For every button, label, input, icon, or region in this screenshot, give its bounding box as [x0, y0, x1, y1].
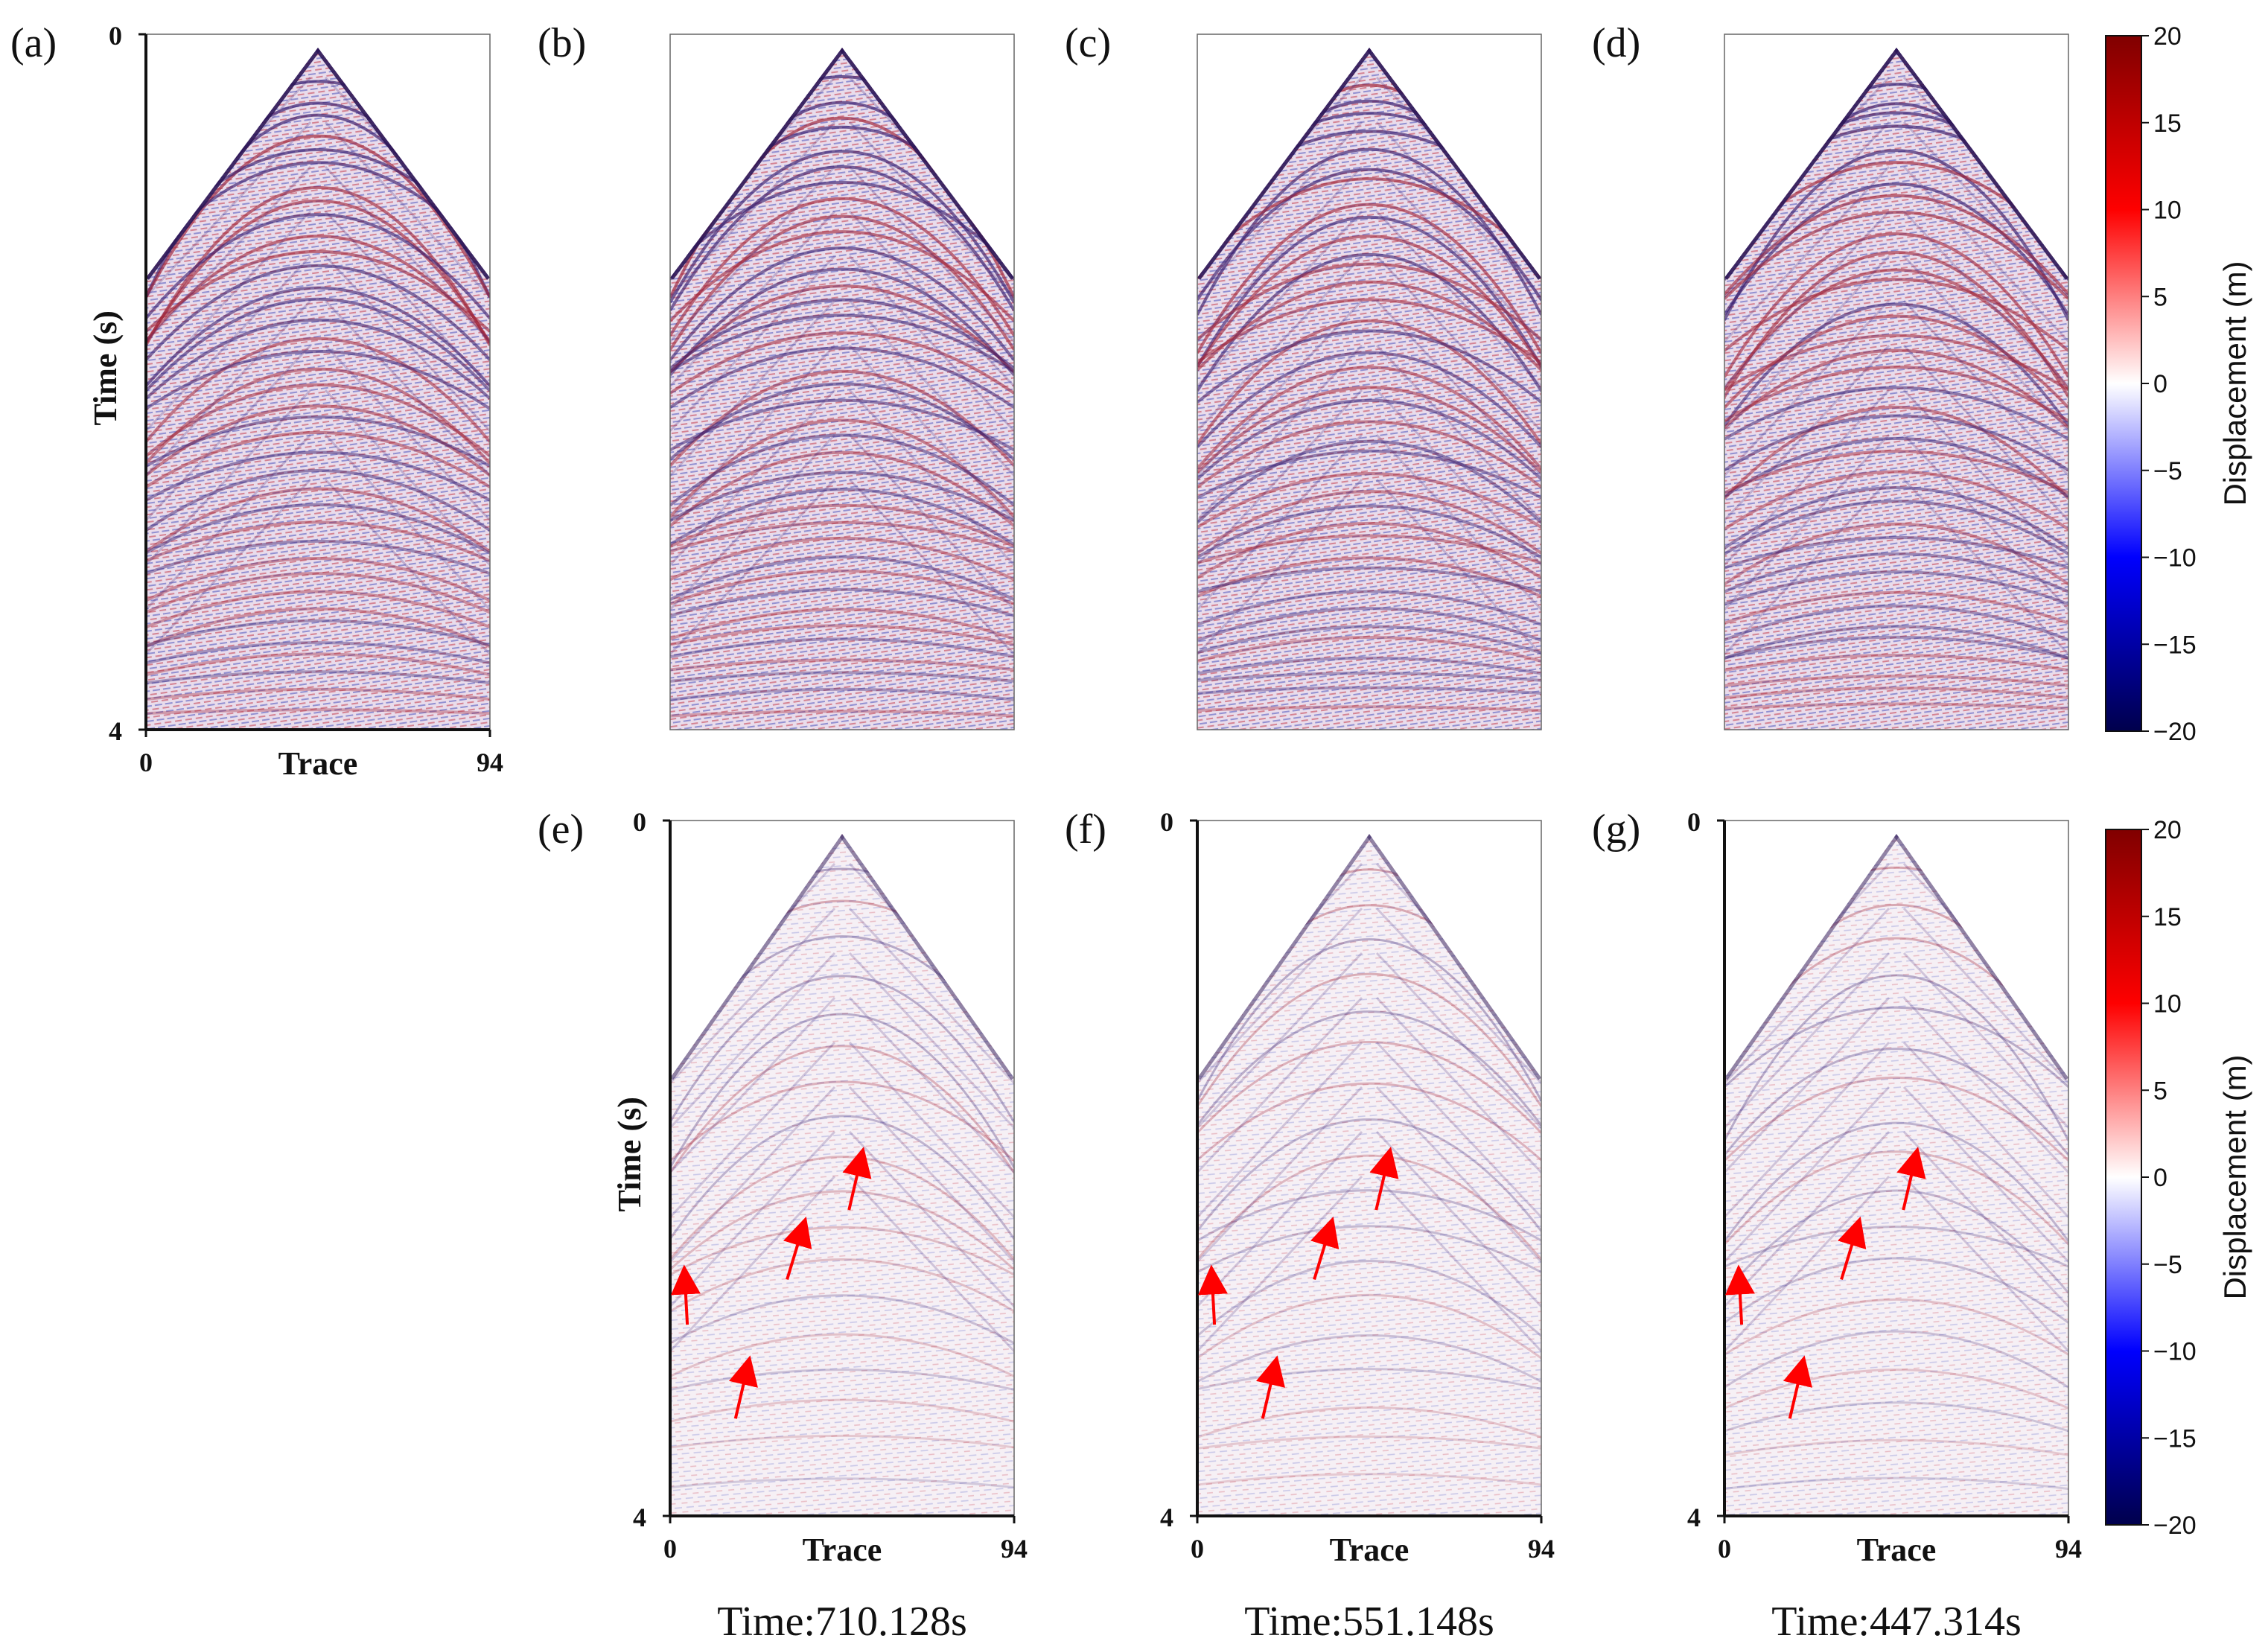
panel-label: (d) [1592, 20, 1640, 66]
y-axis-label: Time (s) [87, 310, 124, 425]
y-tick-label: 4 [1687, 1503, 1701, 1532]
x-tick-label: 0 [139, 748, 153, 777]
y-axis-label: Time (s) [611, 1097, 648, 1211]
colorbar-tick-label: 10 [2153, 990, 2182, 1019]
annotation-arrow [842, 1147, 872, 1211]
y-tick-label: 4 [633, 1503, 646, 1532]
y-tick-label: 4 [109, 716, 122, 746]
colorbar-gradient [2105, 829, 2142, 1526]
colorbar-tick-label: 5 [2153, 283, 2167, 311]
colorbar-tick-label: −20 [2153, 1511, 2197, 1540]
colorbar-tick-label: −20 [2153, 718, 2197, 746]
colorbar-tick-label: 15 [2153, 109, 2182, 138]
runtime-caption: Time:447.314s [1771, 1599, 2022, 1644]
panel-label: (f) [1065, 806, 1106, 853]
colorbar-tick-label: 5 [2153, 1077, 2167, 1105]
y-tick-label: 0 [1687, 807, 1701, 837]
colorbar-tick-label: −15 [2153, 1424, 2197, 1453]
colorbar-gradient [2105, 35, 2142, 732]
colorbar-label: Displacement (m) [2217, 261, 2252, 506]
panel-label: (e) [538, 806, 584, 853]
panel-label: (c) [1065, 20, 1111, 66]
annotation-arrow [1837, 1216, 1867, 1281]
annotation-arrow [1783, 1355, 1812, 1419]
panel-label: (g) [1592, 806, 1640, 853]
colorbar: 20 15 10 5 0 −5 −10 −15 −20 Displacement (m) [2105, 22, 2252, 746]
colorbar-tick-label: 0 [2153, 370, 2167, 398]
annotation-arrow [1310, 1216, 1340, 1281]
x-tick-label: 0 [1718, 1534, 1731, 1564]
y-tick-label: 0 [633, 807, 646, 837]
panel-b: (b) [538, 20, 1015, 730]
y-tick-label: 4 [1160, 1503, 1173, 1532]
x-axis-label: Trace [803, 1532, 882, 1568]
colorbar-tick-label: 10 [2153, 197, 2182, 225]
colorbar-tick-label: −15 [2153, 631, 2197, 659]
x-tick-label: 0 [1191, 1534, 1204, 1564]
x-tick-label: 0 [663, 1534, 677, 1564]
x-axis-label: Trace [1857, 1532, 1937, 1568]
y-tick-label: 0 [109, 21, 122, 51]
y-tick-label: 0 [1160, 807, 1173, 837]
annotation-arrow [783, 1216, 812, 1281]
panel-c: (c) [1065, 20, 1542, 730]
annotation-arrow [1369, 1147, 1399, 1211]
x-axis-label: Trace [1330, 1532, 1409, 1568]
x-tick-label: 94 [477, 748, 503, 777]
colorbar-tick-label: 20 [2153, 816, 2182, 844]
colorbar: 20 15 10 5 0 −5 −10 −15 −20 Displacement (m) [2105, 816, 2252, 1540]
x-tick-label: 94 [2055, 1534, 2082, 1564]
colorbar-label: Displacement (m) [2217, 1054, 2252, 1299]
x-tick-label: 94 [1001, 1534, 1028, 1564]
annotation-arrow [670, 1264, 701, 1325]
colorbar-tick-label: 15 [2153, 903, 2182, 931]
panel-label: (a) [10, 20, 57, 66]
colorbar-tick-label: −10 [2153, 544, 2197, 573]
colorbar-tick-label: −5 [2153, 457, 2182, 485]
plot-frame [669, 34, 1015, 730]
annotation-arrow [1896, 1147, 1926, 1211]
annotation-arrow [1197, 1264, 1228, 1325]
colorbar-tick-label: 0 [2153, 1164, 2167, 1192]
annotation-arrow [1724, 1264, 1755, 1325]
x-axis-label: Trace [278, 745, 358, 782]
annotation-arrow [1256, 1355, 1285, 1419]
x-tick-label: 94 [1528, 1534, 1555, 1564]
colorbar-tick-label: −10 [2153, 1338, 2197, 1366]
plot-frame [1197, 34, 1542, 730]
runtime-caption: Time:551.148s [1244, 1599, 1494, 1644]
colorbar-tick-label: −5 [2153, 1251, 2182, 1279]
panel-d: (d) [1592, 20, 2069, 730]
colorbar-tick-label: 20 [2153, 22, 2182, 51]
runtime-caption: Time:710.128s [717, 1599, 967, 1644]
plot-frame [1724, 34, 2069, 730]
annotation-arrow [729, 1355, 758, 1419]
panel-label: (b) [538, 20, 586, 66]
